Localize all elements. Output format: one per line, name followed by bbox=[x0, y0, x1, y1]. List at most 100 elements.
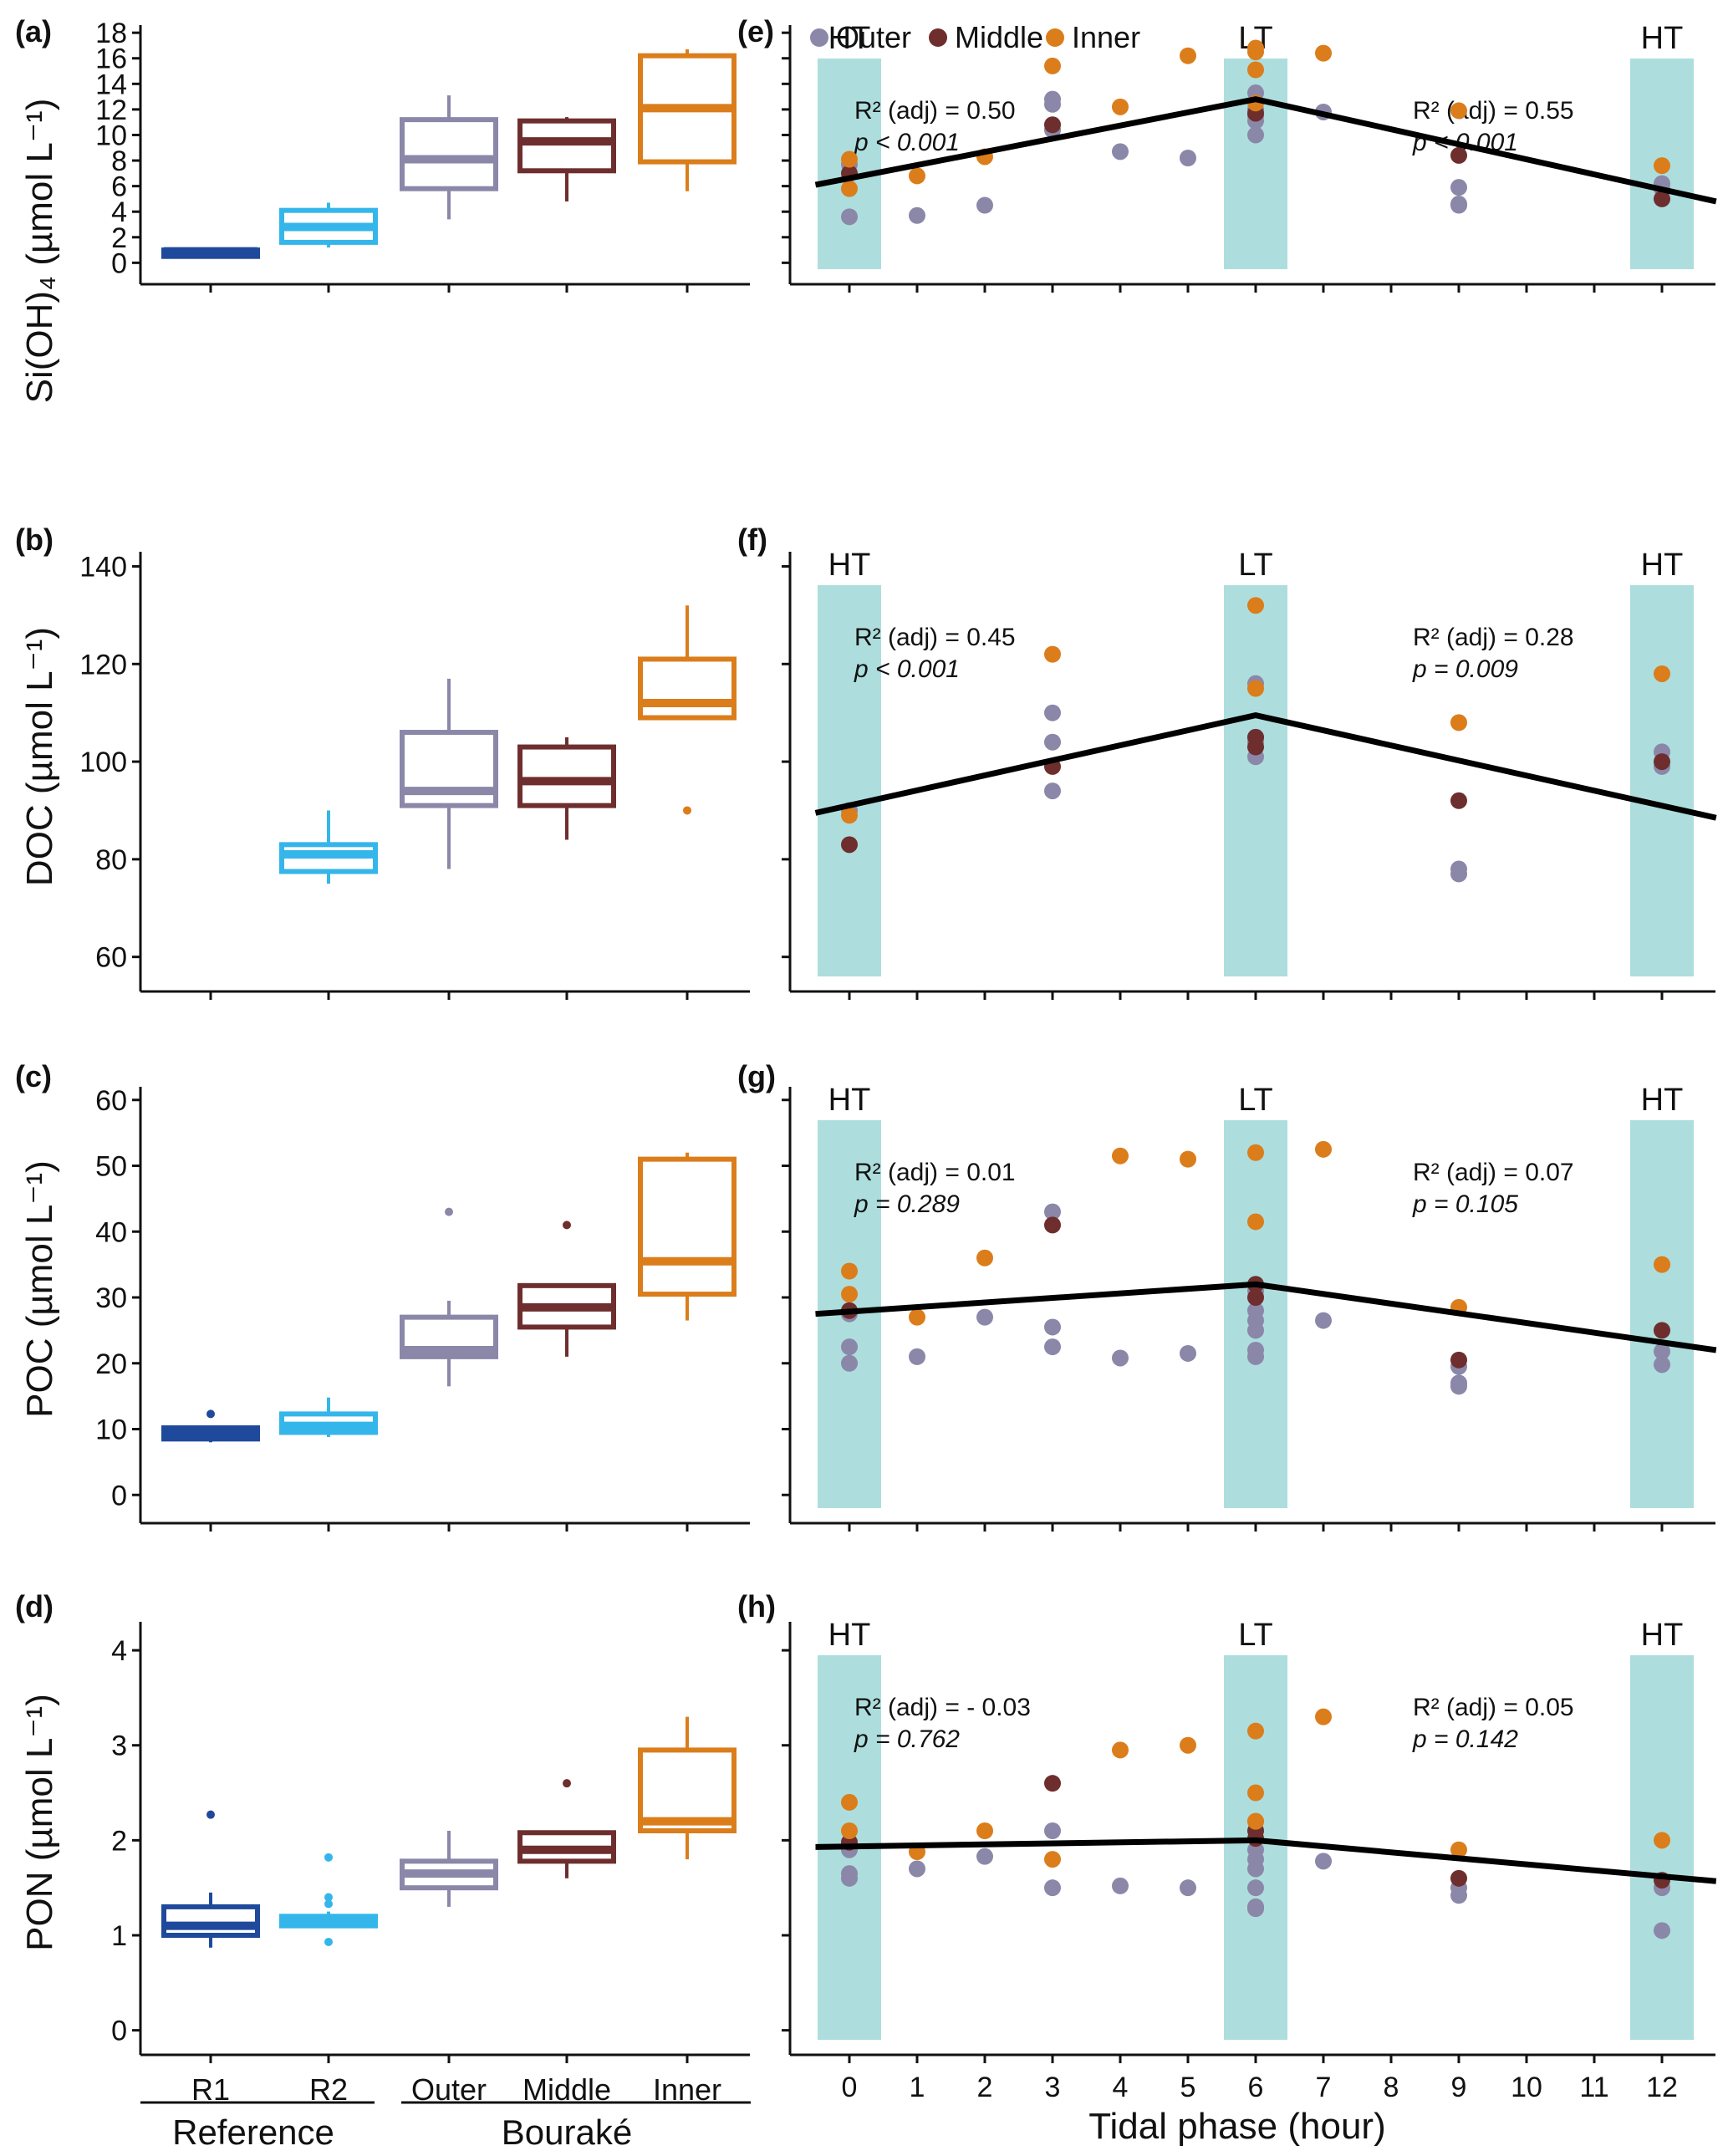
band-label-ht: HT bbox=[1641, 1083, 1684, 1118]
x-tick-label: 3 bbox=[1045, 2072, 1061, 2103]
regression-line bbox=[815, 1281, 1717, 1353]
stats-left-r2: R² (adj) = 0.45 bbox=[854, 624, 1016, 651]
point-outer bbox=[909, 1860, 925, 1878]
panel-letter-f: (f) bbox=[737, 522, 767, 557]
legend-inner-label: Inner bbox=[1072, 20, 1140, 54]
stats-left-p: p = 0.762 bbox=[854, 1725, 960, 1753]
band-label-ht: HT bbox=[828, 21, 871, 56]
x-tick-label: 11 bbox=[1579, 2072, 1608, 2103]
box-Outer bbox=[400, 678, 498, 869]
point-inner bbox=[1180, 1736, 1196, 1754]
box-Outer bbox=[400, 1831, 498, 1907]
box-body bbox=[638, 656, 737, 721]
point-inner bbox=[909, 167, 925, 185]
point-outer bbox=[1247, 126, 1264, 144]
x-tick-label: Middle bbox=[522, 2072, 611, 2107]
point-outer bbox=[909, 206, 925, 224]
point-outer bbox=[1247, 1900, 1264, 1918]
y-tick-label: 50 bbox=[95, 1151, 127, 1183]
y-tick-label: 3 bbox=[111, 1730, 127, 1762]
point-outer bbox=[976, 1848, 993, 1865]
band-label-ht: HT bbox=[828, 1083, 871, 1118]
box-plot-panels: 0246810121416186080100120140010203040506… bbox=[79, 18, 750, 2107]
point-inner bbox=[841, 1822, 858, 1839]
x-tick-label: 12 bbox=[1646, 2072, 1678, 2103]
y-tick-label: 10 bbox=[95, 1414, 127, 1446]
point-inner bbox=[1247, 597, 1264, 614]
box-Inner bbox=[638, 605, 737, 815]
point-inner bbox=[1247, 1784, 1264, 1802]
box-R2 bbox=[279, 810, 378, 884]
point-inner bbox=[1654, 665, 1670, 682]
box-body bbox=[517, 744, 616, 808]
regression-line bbox=[814, 96, 1717, 205]
group-label-bourake: Bouraké bbox=[502, 2113, 632, 2152]
outlier-point bbox=[445, 1207, 453, 1216]
point-inner bbox=[1044, 645, 1061, 663]
band-label-lt: LT bbox=[1238, 1083, 1273, 1118]
point-inner bbox=[1044, 57, 1061, 74]
stats-right-p: p = 0.105 bbox=[1412, 1190, 1518, 1218]
legend-inner-marker bbox=[1046, 28, 1064, 47]
y-tick-label: 0 bbox=[111, 247, 127, 279]
stats-right-p: p = 0.142 bbox=[1412, 1725, 1518, 1753]
ylabel-c: POC (µmol L⁻¹) bbox=[19, 1160, 60, 1418]
point-middle bbox=[1654, 753, 1670, 771]
point-outer bbox=[1654, 1922, 1670, 1939]
point-middle bbox=[1247, 728, 1264, 746]
point-inner bbox=[1654, 1832, 1670, 1849]
box-Outer bbox=[400, 1207, 498, 1387]
stats-left-p: p < 0.001 bbox=[854, 655, 960, 683]
point-outer bbox=[1450, 1378, 1467, 1395]
box-Middle bbox=[517, 737, 616, 840]
x-tick-label: 8 bbox=[1384, 2072, 1399, 2103]
point-outer bbox=[1315, 1853, 1332, 1870]
box-Inner bbox=[638, 1152, 737, 1321]
high-tide-band bbox=[1630, 585, 1694, 976]
point-outer bbox=[1112, 1349, 1129, 1367]
stats-left-r2: R² (adj) = 0.50 bbox=[854, 97, 1016, 125]
ylabel-a: Si(OH)₄ (µmol L⁻¹) bbox=[19, 99, 60, 404]
y-tick-label: 40 bbox=[95, 1216, 127, 1248]
panel-letter-c: (c) bbox=[15, 1059, 52, 1093]
legend-outer-marker bbox=[810, 28, 828, 47]
y-tick-label: 10 bbox=[95, 120, 127, 151]
box-Inner bbox=[638, 1716, 737, 1860]
point-outer bbox=[1654, 1356, 1670, 1374]
point-middle bbox=[1044, 1216, 1061, 1234]
band-label-lt: LT bbox=[1238, 548, 1273, 583]
high-tide-band bbox=[818, 585, 881, 976]
point-inner bbox=[1247, 61, 1264, 79]
legend: Outer Middle Inner bbox=[810, 20, 1140, 54]
point-outer bbox=[1180, 1344, 1196, 1362]
y-tick-label: 6 bbox=[111, 171, 127, 203]
box-Outer bbox=[400, 95, 498, 220]
point-outer bbox=[1044, 1822, 1061, 1839]
y-tick-label: 2 bbox=[111, 222, 127, 254]
band-label-ht: HT bbox=[1641, 548, 1684, 583]
regression-line bbox=[815, 1837, 1717, 1884]
point-outer bbox=[1180, 1879, 1196, 1897]
box-panel-3: 0 1 2 3 4 R1 R2 Outer Middle Inner bbox=[111, 1622, 750, 2107]
y-tick-label: 4 bbox=[111, 1635, 127, 1667]
scatter-panel-6: HT LT HT R² (adj) = 0.01 p = 0.289 R² (adj) =… bbox=[782, 1083, 1717, 1532]
box-R2 bbox=[279, 202, 378, 248]
box-body bbox=[400, 117, 498, 191]
outlier-point bbox=[324, 1853, 333, 1862]
stats-right-r2: R² (adj) = 0.28 bbox=[1413, 624, 1574, 651]
legend-middle-label: Middle bbox=[955, 20, 1043, 54]
stats-left-p: p = 0.289 bbox=[854, 1190, 960, 1218]
point-outer bbox=[1315, 1312, 1332, 1329]
y-tick-label: 4 bbox=[111, 196, 127, 228]
box-Middle bbox=[517, 117, 616, 201]
point-middle bbox=[1654, 190, 1670, 207]
y-tick-label: 30 bbox=[95, 1282, 127, 1314]
low-tide-band bbox=[1224, 585, 1287, 976]
point-inner bbox=[1180, 1150, 1196, 1168]
stats-left-r2: R² (adj) = 0.01 bbox=[854, 1159, 1016, 1186]
point-inner bbox=[1112, 1147, 1129, 1165]
box-Middle bbox=[517, 1779, 616, 1878]
point-inner bbox=[1112, 1741, 1129, 1759]
